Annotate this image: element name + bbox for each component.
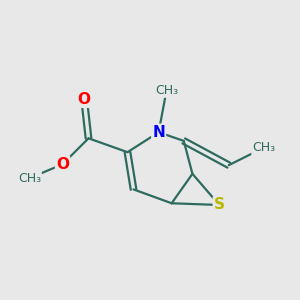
Text: CH₃: CH₃ bbox=[18, 172, 41, 184]
Text: S: S bbox=[214, 197, 225, 212]
Text: O: O bbox=[56, 157, 69, 172]
Text: CH₃: CH₃ bbox=[252, 141, 275, 154]
Text: CH₃: CH₃ bbox=[155, 84, 178, 97]
Text: O: O bbox=[78, 92, 91, 107]
Text: N: N bbox=[152, 125, 165, 140]
